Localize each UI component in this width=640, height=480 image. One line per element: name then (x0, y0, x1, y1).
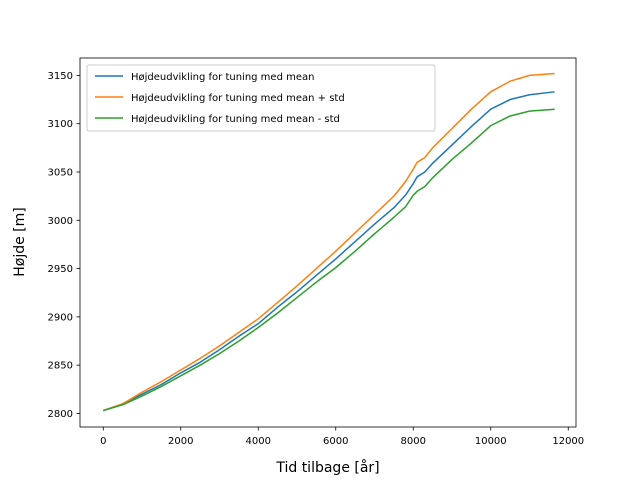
y-tick-label: 2900 (48, 312, 73, 323)
y-axis-ticks: 2800 2850 2900 2950 3000 3050 3100 3150 (48, 71, 80, 420)
legend: Højdeudvikling for tuning med mean Højde… (86, 64, 436, 132)
x-tick-label: 12000 (552, 436, 584, 447)
legend-label-mean-plus-std: Højdeudvikling for tuning med mean + std (131, 93, 345, 104)
y-tick-label: 2800 (48, 409, 73, 420)
series-layer (103, 72, 555, 412)
plot-frame (79, 57, 577, 428)
x-axis-label: Tid tilbage [år] (275, 459, 379, 476)
x-tick-label: 6000 (323, 436, 348, 447)
series-line-mean (103, 91, 555, 412)
x-tick-label: 8000 (401, 436, 426, 447)
x-tick-label: 2000 (168, 436, 193, 447)
x-tick-label: 0 (100, 436, 106, 447)
series-line-mean-minus-std (103, 108, 555, 412)
y-axis-label: Højde [m] (12, 207, 28, 277)
legend-label-mean-minus-std: Højdeudvikling for tuning med mean - std (131, 114, 340, 125)
x-tick-label: 4000 (246, 436, 271, 447)
y-tick-label: 3000 (48, 216, 73, 227)
x-axis-ticks: 0 2000 4000 6000 8000 10000 12000 (100, 427, 584, 447)
legend-box (86, 64, 436, 132)
y-tick-label: 2850 (48, 361, 73, 372)
series-line-mean-plus-std (103, 72, 555, 412)
x-tick-label: 10000 (475, 436, 507, 447)
y-tick-label: 2950 (48, 264, 73, 275)
legend-label-mean: Højdeudvikling for tuning med mean (131, 72, 314, 83)
y-tick-label: 3050 (48, 167, 73, 178)
y-tick-label: 3100 (48, 119, 73, 130)
y-tick-label: 3150 (48, 71, 73, 82)
